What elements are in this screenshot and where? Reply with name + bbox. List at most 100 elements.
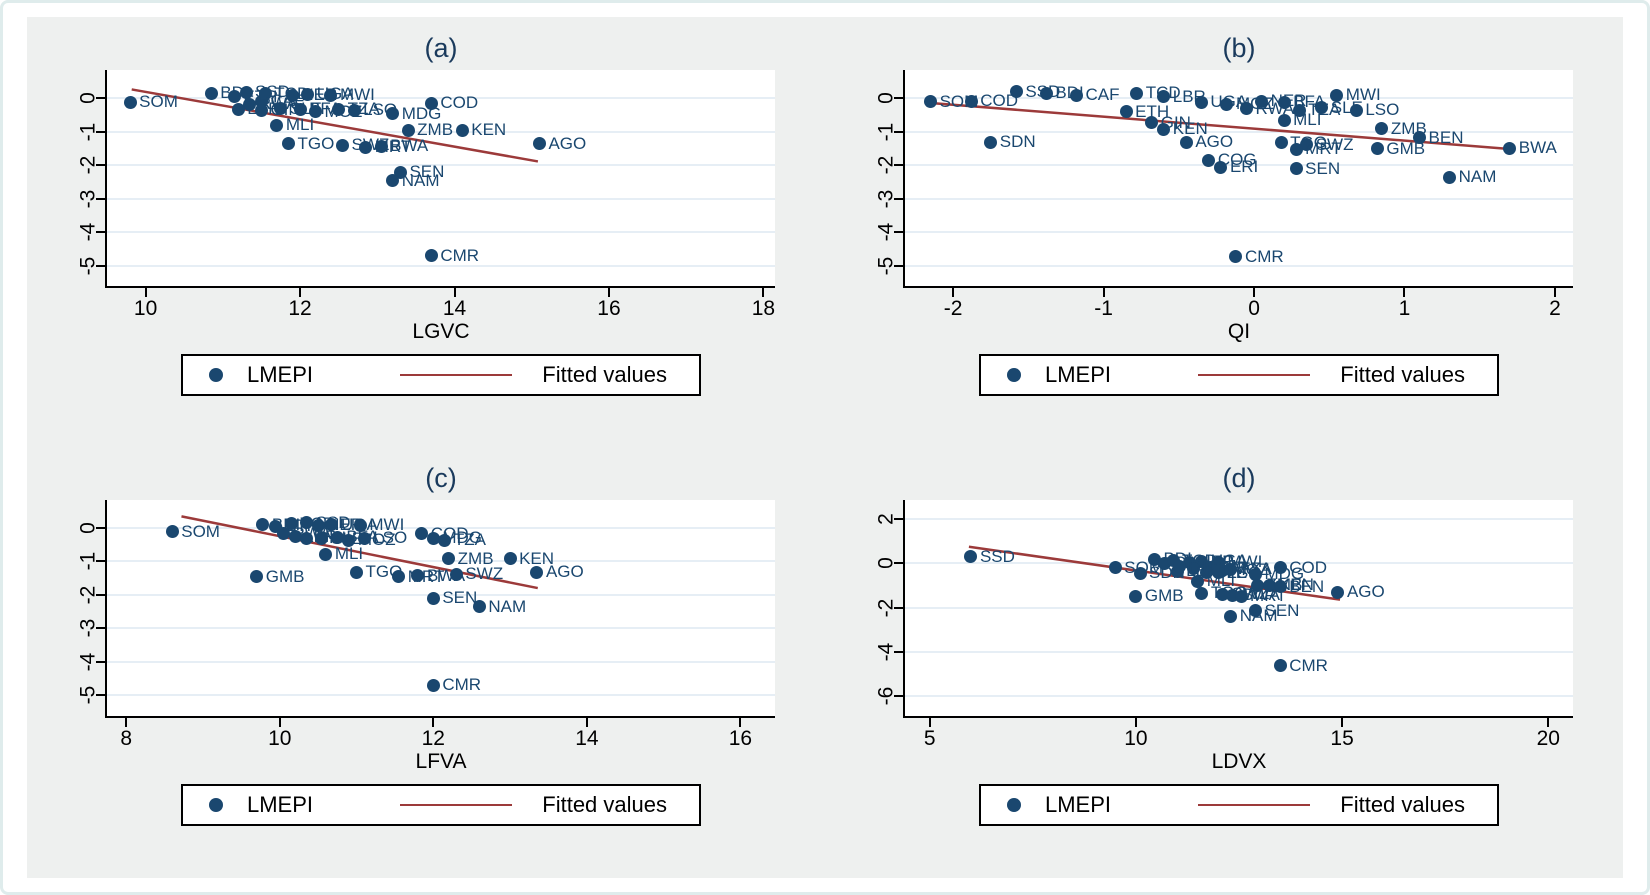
data-point-gin	[1145, 116, 1159, 130]
data-point-label-gmb: GMB	[1386, 138, 1426, 158]
data-point-ssd	[964, 550, 978, 564]
x-tick-mark	[739, 717, 742, 727]
legend-fitted-line-icon	[400, 803, 513, 806]
data-point-tgo	[350, 565, 364, 579]
graph-region: (a) 0 -1 -2 -3 -4 -5 SOMBDISSDETHCAFTCDNERUGA…	[27, 17, 1623, 878]
data-point-label-mrt: MRT	[1250, 586, 1287, 606]
data-point-moz	[342, 533, 356, 547]
y-tick-mark	[894, 694, 903, 697]
legend-fitted-line-icon	[1198, 374, 1311, 376]
x-tick-label: 2	[1549, 297, 1561, 320]
data-point-label-tgo: TGO	[297, 133, 335, 153]
fitted-values-line	[181, 514, 538, 589]
data-point-som	[165, 525, 179, 539]
data-point-label-cod: COD	[1289, 557, 1328, 577]
data-point-ken	[1263, 578, 1277, 592]
x-tick-label: -1	[1094, 297, 1113, 320]
x-tick-mark	[144, 288, 147, 297]
data-point-ago	[1331, 585, 1345, 599]
x-tick-mark	[762, 288, 765, 297]
data-point-cmr	[424, 249, 438, 263]
x-tick-mark	[952, 288, 955, 297]
x-tick-mark	[1253, 288, 1256, 297]
data-point-uga	[1194, 95, 1208, 109]
data-point-label-mwi: MWI	[1345, 85, 1381, 105]
legend-marker-dot-icon	[1007, 797, 1021, 812]
legend-line-label: Fitted values	[542, 362, 667, 387]
data-point-label-som: SOM	[139, 92, 178, 112]
data-point-som	[924, 95, 938, 109]
data-point-mrt	[1289, 142, 1303, 156]
data-point-label-eri: ERI	[1229, 157, 1259, 177]
x-tick-label: 10	[1124, 726, 1148, 750]
data-point-label-gmb: GMB	[1144, 586, 1184, 606]
y-tick-label: 0	[77, 522, 100, 534]
data-point-mrt	[392, 570, 406, 584]
y-tick-label: -3	[77, 189, 100, 209]
panel-c-x-axis: 8 10 12 14 16	[107, 717, 775, 754]
data-point-zmb	[442, 552, 456, 566]
data-point-gmb	[1129, 589, 1143, 603]
gridline	[107, 197, 775, 200]
data-point-ken	[503, 552, 517, 566]
data-point-label-caf: CAF	[1085, 85, 1120, 105]
data-point-lso	[1349, 103, 1363, 117]
y-tick-label: -1	[875, 122, 898, 142]
data-point-ago	[1179, 135, 1193, 149]
x-tick-label: 10	[268, 726, 292, 750]
data-point-label-nam: NAM	[488, 596, 527, 616]
data-point-label-mli: MLI	[1293, 110, 1322, 130]
data-point-cod	[1273, 561, 1287, 575]
data-point-mwi	[353, 518, 367, 532]
panel-a: (a) 0 -1 -2 -3 -4 -5 SOMBDISSDETHCAFTCDNERUGA…	[41, 23, 781, 443]
x-tick-label: 5	[923, 726, 936, 750]
data-point-label-cod: COD	[980, 91, 1018, 111]
data-point-gmb	[250, 570, 264, 584]
data-point-label-cmr: CMR	[1289, 655, 1328, 675]
data-point-nam	[472, 600, 486, 614]
data-point-eth	[1119, 105, 1133, 119]
panel-c: (c) 0 -1 -2 -3 -4 -5 SOMBDIETHTCDSSDNERUGAMWI…	[41, 453, 781, 873]
y-tick-mark	[96, 97, 105, 100]
data-point-tgo	[1274, 136, 1288, 150]
data-point-mrt	[359, 140, 373, 154]
gridline	[107, 264, 775, 267]
panel-b-x-axis: -2 -1 0 1 2	[905, 288, 1573, 324]
data-point-eth	[1172, 560, 1186, 574]
gridline	[905, 606, 1573, 609]
data-point-gmb	[1370, 142, 1384, 156]
data-point-label-nam: NAM	[1458, 167, 1497, 187]
data-point-label-sen: SEN	[442, 588, 478, 608]
panel-b-plot-area: SOMCODSSDBDICAFSDNTCDLBRETHGINKENUGAMOZR…	[903, 70, 1573, 288]
data-point-zmb	[1375, 122, 1389, 136]
data-point-tza	[1224, 562, 1238, 576]
data-point-rwa	[1240, 102, 1254, 115]
legend-fitted-line-icon	[1198, 803, 1311, 806]
data-point-swz	[449, 567, 463, 581]
data-point-lso	[357, 531, 371, 545]
data-point-uga	[325, 518, 339, 532]
data-point-sle	[315, 532, 329, 546]
gridline	[905, 231, 1573, 234]
data-point-tgo	[281, 137, 295, 151]
data-point-bdi	[256, 518, 270, 532]
data-point-caf	[1070, 88, 1083, 102]
data-point-lbr	[231, 102, 245, 116]
data-point-swz	[1300, 138, 1314, 152]
data-point-label-ken: KEN	[519, 548, 555, 568]
data-point-tza	[332, 102, 346, 116]
y-tick-label: -1	[77, 122, 100, 142]
legend-fitted-line-icon	[400, 374, 513, 376]
data-point-label-swz: SWZ	[1315, 134, 1354, 154]
data-point-mwi	[1330, 88, 1344, 102]
data-point-gin	[254, 103, 268, 117]
panel-a-legend: LMEPI Fitted values	[181, 354, 701, 396]
x-tick-label: 12	[288, 297, 312, 320]
data-point-nam	[1443, 170, 1457, 184]
gridline	[107, 164, 775, 167]
data-point-tgo	[1195, 586, 1209, 600]
y-tick-mark	[96, 560, 105, 563]
x-tick-mark	[585, 717, 588, 727]
x-tick-label: 16	[597, 297, 621, 320]
x-tick-label: 14	[442, 297, 467, 320]
